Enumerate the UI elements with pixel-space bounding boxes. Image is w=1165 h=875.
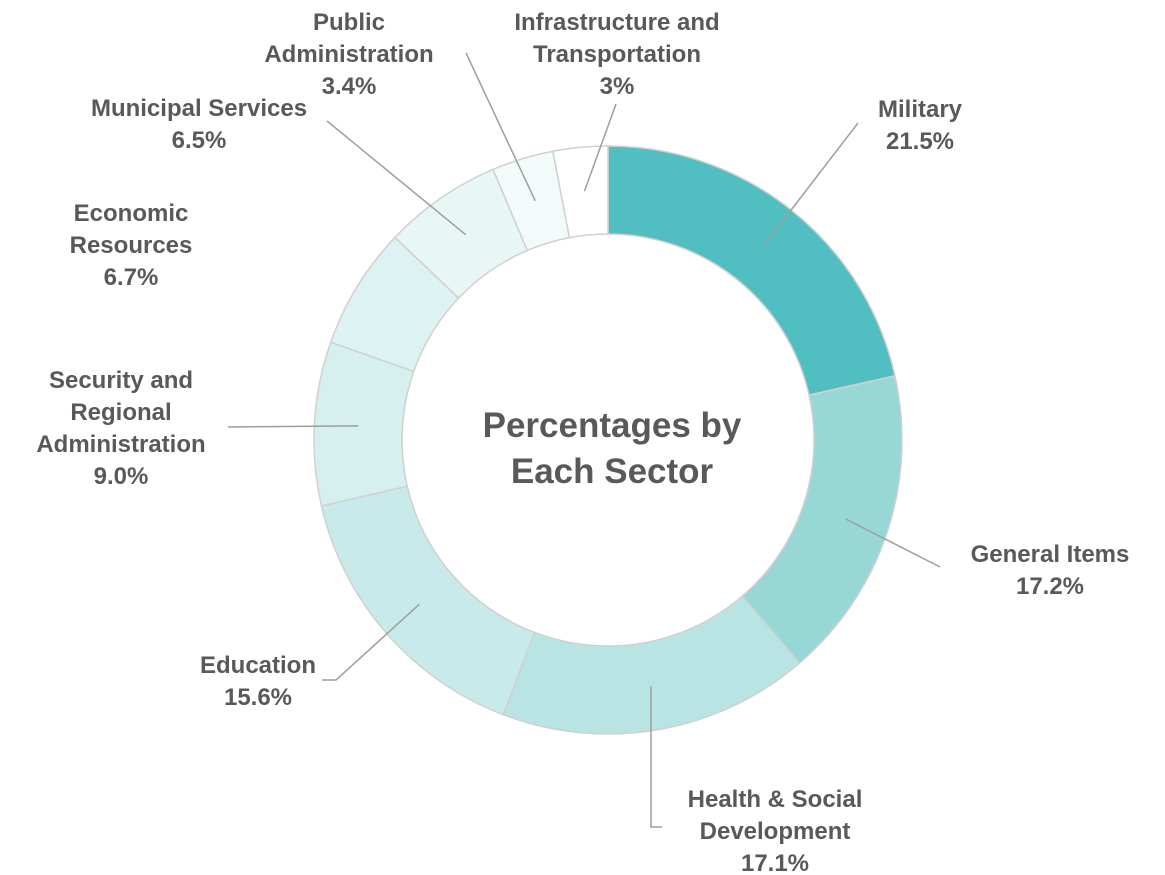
label-security-and-regional-administration: Security and Regional Administration 9.0% — [36, 367, 205, 490]
label-line-general-items: 17.2% — [1016, 573, 1084, 600]
slice-education — [320, 485, 536, 716]
label-public-administration: Public Administration 3.4% — [264, 9, 433, 100]
label-line-military: Military — [878, 96, 963, 123]
label-line-security-and-regional-administration: Regional — [70, 399, 171, 426]
label-municipal-services: Municipal Services 6.5% — [91, 95, 307, 154]
label-line-security-and-regional-administration: Administration — [36, 431, 205, 458]
label-line-infrastructure-and-transportation: Infrastructure and — [514, 9, 719, 36]
leader-lines-layer — [227, 52, 941, 828]
label-infrastructure-and-transportation: Infrastructure and Transportation 3% — [514, 9, 719, 100]
chart-title-line: Percentages by — [483, 406, 742, 445]
chart-title-line: Each Sector — [511, 452, 714, 491]
label-education: Education 15.6% — [200, 652, 316, 711]
label-line-public-administration: 3.4% — [322, 73, 377, 100]
label-line-education: 15.6% — [224, 684, 292, 711]
leader-line-public-administration — [465, 52, 536, 202]
label-line-economic-resources: Economic — [74, 200, 189, 227]
chart-title: Percentages by Each Sector — [483, 406, 742, 491]
leader-line-health-and-social-development — [650, 686, 662, 828]
label-line-health-and-social-development: Development — [700, 818, 851, 845]
label-line-health-and-social-development: 17.1% — [741, 850, 809, 875]
leader-line-infrastructure-and-transportation — [583, 103, 617, 192]
label-line-municipal-services: 6.5% — [172, 127, 227, 154]
label-line-public-administration: Administration — [264, 41, 433, 68]
slices-layer — [313, 145, 903, 735]
label-line-economic-resources: 6.7% — [104, 264, 159, 291]
slice-military — [607, 145, 896, 396]
label-general-items: General Items 17.2% — [971, 541, 1130, 600]
slice-infrastructure-and-transportation — [552, 145, 609, 239]
slice-general-items — [741, 374, 903, 665]
label-military: Military 21.5% — [878, 96, 963, 155]
label-economic-resources: Economic Resources 6.7% — [70, 200, 193, 291]
label-line-security-and-regional-administration: Security and — [49, 367, 193, 394]
leader-line-municipal-services — [326, 120, 467, 236]
leader-line-education — [322, 603, 420, 681]
leader-line-military — [763, 122, 859, 246]
label-line-health-and-social-development: Health & Social — [688, 786, 863, 813]
label-line-education: Education — [200, 652, 316, 679]
label-line-infrastructure-and-transportation: Transportation — [533, 41, 701, 68]
label-line-economic-resources: Resources — [70, 232, 193, 259]
label-line-general-items: General Items — [971, 541, 1130, 568]
label-line-security-and-regional-administration: 9.0% — [94, 463, 149, 490]
label-health-and-social-development: Health & Social Development 17.1% — [688, 786, 863, 875]
leader-line-general-items — [844, 518, 941, 568]
label-line-public-administration: Public — [313, 9, 385, 36]
slice-labels-layer: Military 21.5% General Items 17.2% Health & … — [36, 9, 1129, 875]
label-line-infrastructure-and-transportation: 3% — [600, 73, 635, 100]
label-line-municipal-services: Municipal Services — [91, 95, 307, 122]
label-line-military: 21.5% — [886, 128, 954, 155]
leader-line-security-and-regional-administration — [227, 425, 359, 428]
